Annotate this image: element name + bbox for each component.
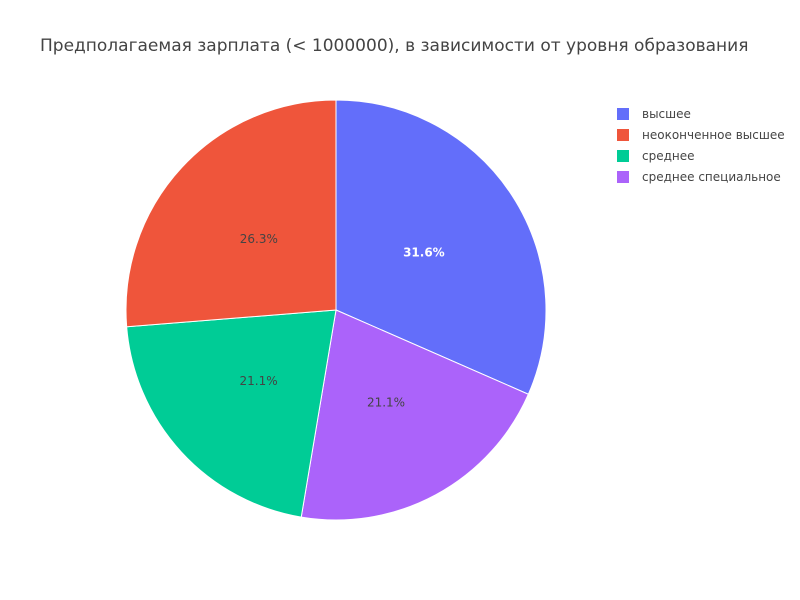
legend-swatch-1[interactable] bbox=[617, 129, 629, 141]
pie-slices bbox=[125, 99, 547, 521]
pie-slice-labels: 31.6% 21.1% 21.1% 26.3% bbox=[240, 232, 445, 410]
slice-label-0: 31.6% bbox=[403, 246, 445, 260]
legend-label-1[interactable]: неоконченное высшее bbox=[642, 128, 785, 142]
legend: высшее неоконченное высшее среднее среднее … bbox=[617, 107, 785, 184]
pie-slice-0 bbox=[335, 99, 547, 395]
pie-slice-3 bbox=[300, 309, 530, 521]
legend-swatch-3[interactable] bbox=[617, 171, 629, 183]
legend-swatch-0[interactable] bbox=[617, 108, 629, 120]
legend-label-3[interactable]: среднее специальное bbox=[642, 170, 781, 184]
pie-slice-1 bbox=[125, 99, 337, 328]
slice-label-1: 26.3% bbox=[240, 232, 278, 246]
chart-title: Предполагаемая зарплата (< 1000000), в з… bbox=[40, 36, 748, 56]
legend-label-2[interactable]: среднее bbox=[642, 149, 695, 163]
slice-label-2: 21.1% bbox=[240, 374, 278, 388]
legend-swatch-2[interactable] bbox=[617, 150, 629, 162]
pie-slice-2 bbox=[126, 309, 337, 518]
legend-label-0[interactable]: высшее bbox=[642, 107, 691, 121]
slice-label-3: 21.1% bbox=[367, 395, 405, 409]
